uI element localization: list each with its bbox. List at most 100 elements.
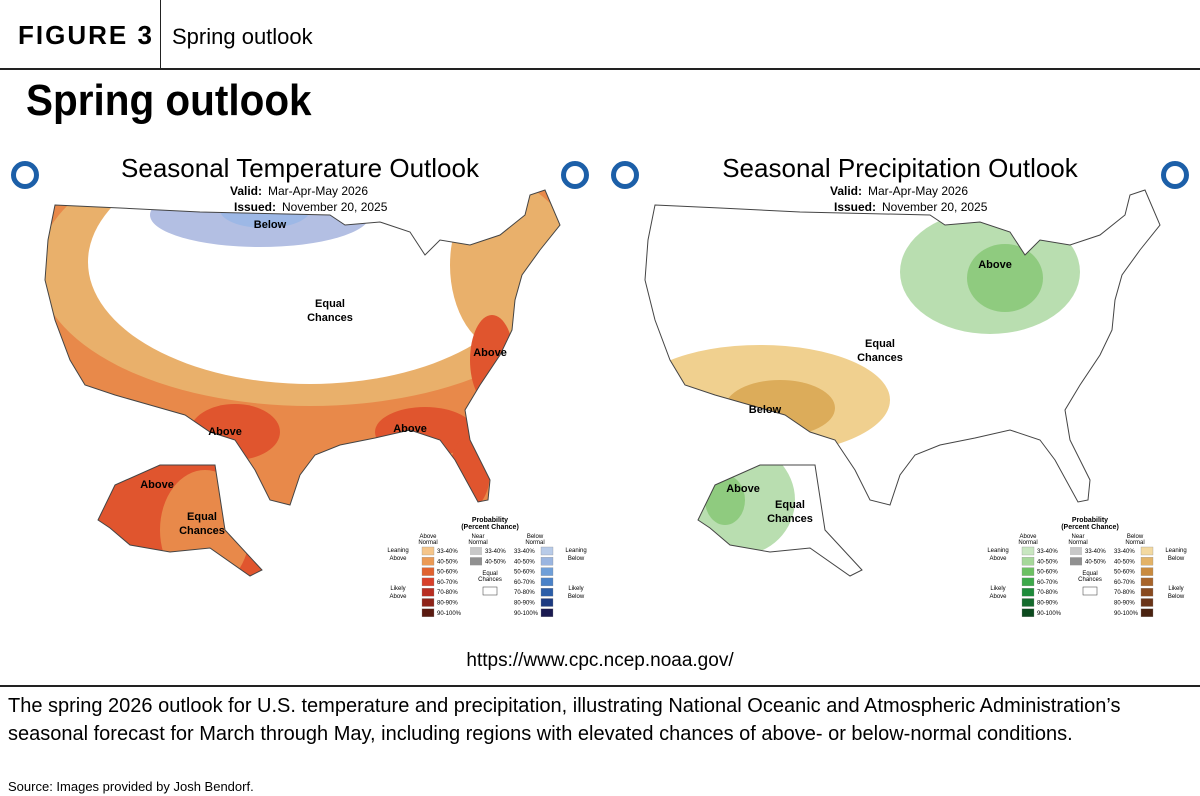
legend-side: Leaning	[565, 548, 586, 554]
legend-range: 80-90%	[437, 601, 458, 607]
issued: November 20, 2025	[882, 200, 988, 214]
legend-range: 40-50%	[1085, 559, 1106, 565]
region-label: Below	[254, 219, 287, 231]
swatch	[421, 588, 435, 597]
legend-range: 50-60%	[1114, 570, 1135, 576]
legend-column: Above	[419, 534, 437, 540]
legend-column: Normal	[525, 540, 544, 546]
valid-label: Valid:	[230, 184, 262, 198]
region-label: Above	[393, 423, 427, 435]
legend-column: Normal	[1068, 540, 1087, 546]
region	[645, 190, 1160, 505]
legend-column: Below	[1127, 534, 1144, 540]
swatch	[421, 546, 435, 556]
legend-side: Below	[1168, 556, 1185, 562]
legend-side: Above	[389, 556, 407, 562]
legend-range: 90-100%	[1114, 611, 1139, 617]
outline	[97, 464, 263, 577]
valid: Mar-Apr-May 2026	[868, 184, 968, 198]
swatch	[1070, 557, 1082, 566]
swatch	[1140, 598, 1154, 607]
legend-side: Leaning	[387, 548, 408, 554]
swatch	[1140, 557, 1154, 566]
swatch	[1021, 557, 1035, 566]
region-label: Chances	[179, 525, 225, 537]
swatch	[1021, 608, 1035, 617]
legend-column: Normal	[1018, 540, 1037, 546]
swatch	[421, 608, 435, 617]
legend-range: 90-100%	[514, 611, 539, 617]
swatch	[1082, 586, 1098, 596]
legend-range: 33-40%	[514, 549, 535, 555]
swatch	[470, 547, 482, 555]
legend-equal: Chances	[1078, 577, 1102, 583]
figure-name: Spring outlook	[172, 24, 313, 49]
region-label: Above	[208, 426, 242, 438]
legend-range: 33-40%	[1114, 549, 1135, 555]
outline	[44, 189, 561, 506]
legend-range: 50-60%	[1037, 570, 1058, 576]
swatch	[421, 577, 435, 587]
region-label: Equal	[775, 499, 805, 511]
swatch	[540, 588, 554, 597]
region	[450, 436, 490, 505]
legend-range: 60-70%	[437, 580, 458, 586]
legend-side: Below	[568, 594, 585, 600]
swatch	[1140, 546, 1154, 556]
region-label: Above	[726, 483, 760, 495]
legend-range: 33-40%	[1037, 549, 1058, 555]
region-fills	[645, 190, 1160, 505]
legend-range: 80-90%	[514, 601, 535, 607]
rule	[0, 685, 1200, 687]
logo-inner	[1166, 166, 1184, 184]
legend-side: Above	[389, 594, 407, 600]
logo-inner	[566, 166, 584, 184]
swatch	[540, 608, 554, 617]
swatch	[482, 586, 498, 596]
source: Source: Images provided by Josh Bendorf.	[8, 779, 254, 794]
swatch	[1021, 546, 1035, 556]
legend-side: Likely	[1168, 586, 1183, 592]
legend-column: Normal	[468, 540, 487, 546]
legend-column: Near	[471, 534, 484, 540]
legend-range: 70-80%	[1037, 590, 1058, 596]
legend-column: Near	[1071, 534, 1084, 540]
legend-equal: Chances	[478, 577, 502, 583]
divider	[160, 0, 161, 68]
swatch	[421, 598, 435, 607]
swatch	[1021, 577, 1035, 587]
issued-label: Issued:	[234, 200, 276, 214]
swatch	[1021, 598, 1035, 607]
legend-range: 33-40%	[1085, 549, 1106, 555]
legend-range: 80-90%	[1114, 601, 1135, 607]
legend-equal: Equal	[482, 571, 497, 577]
legend-range: 90-100%	[1037, 611, 1062, 617]
swatch	[540, 567, 554, 576]
map-title: Seasonal Temperature Outlook	[121, 153, 480, 183]
outline	[644, 189, 1161, 506]
swatch	[540, 546, 554, 556]
valid-label: Valid:	[830, 184, 862, 198]
swatch	[1140, 567, 1154, 576]
swatch	[1070, 547, 1082, 555]
legend-range: 70-80%	[437, 590, 458, 596]
swatch	[1140, 577, 1154, 587]
legend-side: Leaning	[1165, 548, 1186, 554]
legend-range: 40-50%	[437, 559, 458, 565]
legend-range: 33-40%	[485, 549, 506, 555]
map-title: Seasonal Precipitation Outlook	[722, 153, 1079, 183]
swatch	[1021, 567, 1035, 576]
figure-header: FIGURE 3 Spring outlook	[0, 0, 1200, 70]
legend-range: 40-50%	[514, 559, 535, 565]
legend-column: Above	[1019, 534, 1037, 540]
legend-side: Likely	[390, 586, 405, 592]
legend-title: Probability	[472, 517, 508, 524]
region-label: Equal	[315, 298, 345, 310]
valid: Mar-Apr-May 2026	[268, 184, 368, 198]
swatch	[540, 557, 554, 566]
region-label: Equal	[865, 338, 895, 350]
swatch	[1021, 588, 1035, 597]
